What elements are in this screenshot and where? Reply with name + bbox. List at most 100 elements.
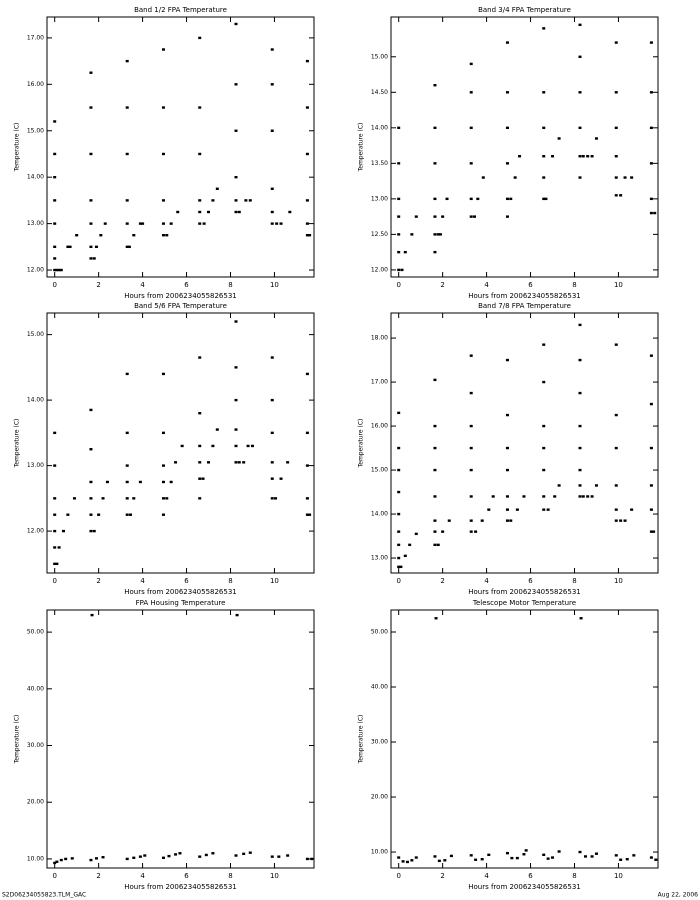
- data-point: [53, 546, 57, 549]
- data-point: [619, 858, 623, 861]
- data-point: [286, 854, 290, 857]
- data-point: [89, 199, 93, 202]
- data-point: [433, 530, 437, 533]
- y-tick-label: 13.00: [27, 462, 44, 469]
- data-point: [505, 41, 509, 44]
- data-point: [167, 854, 171, 858]
- data-point: [614, 508, 618, 511]
- data-point: [198, 222, 202, 225]
- x-tick-label: 6: [184, 872, 189, 880]
- data-point: [279, 222, 283, 225]
- data-point: [505, 851, 509, 855]
- data-point: [505, 162, 509, 165]
- data-point: [305, 497, 309, 500]
- data-point: [59, 268, 63, 272]
- y-tick-label: 14.50: [371, 89, 388, 96]
- data-point: [469, 197, 473, 201]
- data-point: [614, 446, 618, 450]
- chart-title: FPA Housing Temperature: [136, 599, 226, 607]
- data-point: [250, 444, 254, 448]
- data-point: [578, 323, 582, 327]
- data-point: [75, 234, 79, 237]
- y-tick-label: 12.50: [371, 231, 388, 238]
- y-tick-label: 14.00: [371, 124, 388, 131]
- data-point: [270, 187, 274, 190]
- x-tick-label: 8: [228, 872, 232, 880]
- data-point: [234, 175, 238, 179]
- data-point: [445, 197, 449, 201]
- y-tick-label: 15.00: [27, 331, 44, 338]
- data-point: [174, 853, 178, 856]
- data-point: [410, 233, 414, 236]
- data-point: [433, 197, 437, 201]
- data-point: [234, 83, 238, 86]
- data-point: [246, 444, 250, 448]
- data-point: [505, 126, 509, 130]
- data-point: [53, 431, 57, 435]
- y-tick-label: 17.00: [27, 34, 44, 41]
- data-point: [505, 508, 509, 511]
- data-point: [433, 233, 437, 236]
- data-point: [438, 233, 442, 236]
- data-point: [542, 176, 546, 179]
- data-point: [614, 176, 618, 179]
- data-point: [89, 71, 93, 74]
- data-point: [270, 431, 274, 435]
- data-point: [165, 497, 169, 500]
- data-point: [583, 855, 587, 858]
- x-tick-label: 4: [484, 872, 489, 880]
- data-point: [522, 853, 526, 856]
- x-tick-label: 0: [396, 281, 400, 289]
- data-point: [522, 495, 526, 498]
- data-point: [125, 199, 129, 202]
- data-point: [542, 126, 546, 130]
- x-tick-label: 2: [96, 872, 100, 880]
- y-axis-label: Temperature (C): [358, 123, 365, 173]
- data-point: [234, 854, 238, 857]
- data-point: [53, 529, 57, 533]
- data-point: [586, 495, 590, 498]
- data-point: [397, 268, 401, 272]
- data-point: [161, 222, 165, 225]
- data-point: [248, 851, 252, 854]
- data-point: [578, 484, 582, 487]
- data-point: [59, 858, 63, 862]
- data-point: [242, 461, 246, 464]
- data-point: [234, 320, 238, 323]
- data-point: [161, 234, 165, 237]
- data-point: [64, 857, 68, 861]
- data-point: [204, 853, 208, 857]
- data-point: [161, 464, 165, 467]
- data-point: [237, 461, 241, 464]
- data-point: [101, 497, 105, 500]
- data-point: [505, 413, 509, 417]
- data-point: [234, 22, 238, 26]
- data-point: [581, 495, 585, 498]
- data-point: [474, 530, 478, 533]
- data-point: [234, 461, 238, 464]
- data-point: [275, 222, 279, 225]
- data-point: [72, 497, 76, 500]
- data-point: [653, 211, 657, 215]
- data-point: [211, 199, 215, 202]
- x-tick-label: 10: [270, 577, 279, 585]
- data-point: [469, 519, 473, 522]
- y-tick-label: 16.00: [371, 423, 388, 430]
- data-point: [469, 854, 473, 857]
- data-point: [101, 856, 105, 859]
- data-point: [397, 530, 401, 533]
- data-point: [310, 857, 314, 861]
- y-axis-label: Temperature (C): [14, 715, 21, 765]
- data-point: [125, 59, 129, 63]
- data-point: [630, 176, 634, 179]
- data-point: [234, 129, 238, 132]
- x-tick-label: 2: [440, 872, 444, 880]
- data-point: [433, 378, 437, 382]
- data-point: [542, 508, 546, 511]
- data-point: [436, 233, 440, 236]
- data-point: [433, 83, 437, 87]
- chart-title: Band 5/6 FPA Temperature: [134, 302, 227, 310]
- data-point: [129, 513, 133, 516]
- x-tick-label: 10: [614, 281, 623, 289]
- data-point: [308, 513, 312, 516]
